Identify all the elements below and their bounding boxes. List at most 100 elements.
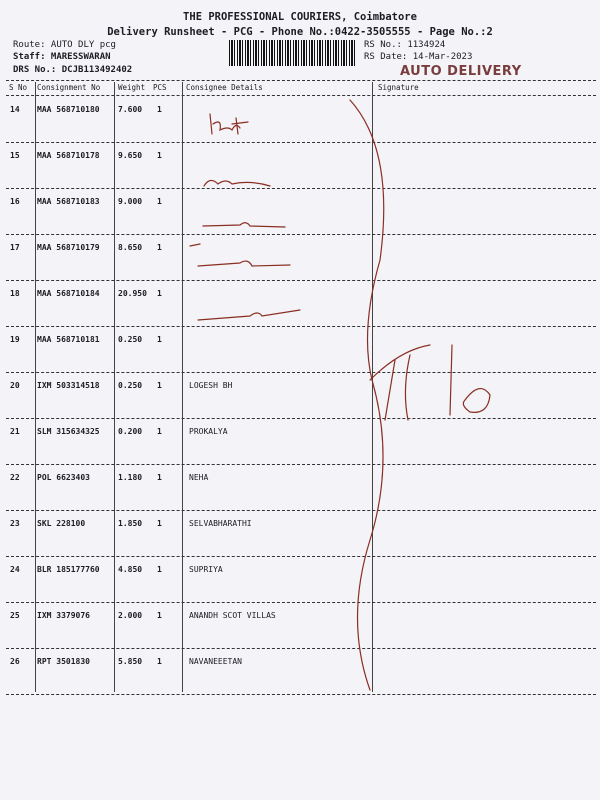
weight-cell: 20.950 — [118, 289, 147, 298]
divider — [6, 80, 596, 81]
pcs-cell: 1 — [157, 473, 162, 482]
col-pcs: PCS — [153, 83, 167, 92]
row-divider — [6, 234, 596, 235]
row-divider — [6, 280, 596, 281]
pcs-cell: 1 — [157, 519, 162, 528]
pcs-cell: 1 — [157, 197, 162, 206]
row-divider — [6, 464, 596, 465]
weight-cell: 9.000 — [118, 197, 143, 206]
company-title: THE PROFESSIONAL COURIERS, Coimbatore — [183, 11, 417, 23]
consignee-cell: PROKALYA — [189, 427, 228, 436]
table-row: 17 MAA 568710179 8.650 1 — [0, 235, 600, 281]
table-row: 14 MAA 568710180 7.600 1 — [0, 97, 600, 143]
column-line — [35, 82, 36, 692]
consignment-cell: MAA 568710181 — [37, 335, 100, 344]
row-divider — [6, 510, 596, 511]
table-row: 19 MAA 568710181 0.250 1 — [0, 327, 600, 373]
row-divider — [6, 648, 596, 649]
pcs-cell: 1 — [157, 335, 162, 344]
weight-cell: 1.180 — [118, 473, 143, 482]
col-signature: Signature — [378, 83, 419, 92]
consignee-cell: ANANDH SCOT VILLAS — [189, 611, 276, 620]
consignment-cell: MAA 568710178 — [37, 151, 100, 160]
consignment-cell: IXM 3379076 — [37, 611, 90, 620]
signature-row-17 — [189, 243, 291, 267]
pcs-cell: 1 — [157, 565, 162, 574]
consignment-cell: MAA 568710184 — [37, 289, 100, 298]
weight-cell: 9.650 — [118, 151, 143, 160]
sno-cell: 26 — [10, 657, 20, 666]
consignment-cell: MAA 568710179 — [37, 243, 100, 252]
table-row: 20 IXM 503314518 0.250 1 LOGESH BH — [0, 373, 600, 419]
table-row: 23 SKL 228100 1.850 1 SELVABHARATHI — [0, 511, 600, 557]
sno-cell: 19 — [10, 335, 20, 344]
col-weight: Weight — [118, 83, 146, 92]
consignee-cell: SUPRIYA — [189, 565, 223, 574]
row-divider — [6, 188, 596, 189]
col-consignment: Consignment No — [37, 83, 101, 92]
column-line — [372, 82, 373, 692]
weight-cell: 0.250 — [118, 335, 143, 344]
runsheet-subtitle: Delivery Runsheet - PCG - Phone No.:0422… — [107, 26, 493, 38]
weight-cell: 7.600 — [118, 105, 143, 114]
pcs-cell: 1 — [157, 151, 162, 160]
pcs-cell: 1 — [157, 657, 162, 666]
consignment-cell: POL 6623403 — [37, 473, 90, 482]
table-row: 22 POL 6623403 1.180 1 NEHA — [0, 465, 600, 511]
table-row: 16 MAA 568710183 9.000 1 — [0, 189, 600, 235]
weight-cell: 1.850 — [118, 519, 143, 528]
weight-cell: 8.650 — [118, 243, 143, 252]
staff: Staff: MARESSWARAN — [13, 52, 111, 62]
table-row: 15 MAA 568710178 9.650 1 — [0, 143, 600, 189]
consignment-cell: SKL 228100 — [37, 519, 86, 528]
signature-main-stroke — [349, 99, 385, 691]
sno-cell: 16 — [10, 197, 20, 206]
sno-cell: 23 — [10, 519, 20, 528]
signature-row-15 — [203, 179, 271, 187]
consignee-cell: NAVANEEETAN — [189, 657, 242, 666]
divider — [6, 95, 596, 96]
sno-cell: 17 — [10, 243, 20, 252]
sno-cell: 15 — [10, 151, 20, 160]
pcs-cell: 1 — [157, 289, 162, 298]
signature-row-16 — [202, 222, 286, 228]
consignee-cell: LOGESH BH — [189, 381, 233, 390]
column-line — [182, 82, 183, 692]
consignment-cell: IXM 503314518 — [37, 381, 100, 390]
row-divider — [6, 418, 596, 419]
table-row: 25 IXM 3379076 2.000 1 ANANDH SCOT VILLAS — [0, 603, 600, 649]
signature-row-18 — [197, 309, 301, 321]
signature-tlo — [369, 344, 491, 421]
col-sno: S No — [9, 83, 28, 92]
consignment-cell: MAA 568710180 — [37, 105, 100, 114]
sno-cell: 14 — [10, 105, 20, 114]
pcs-cell: 1 — [157, 611, 162, 620]
consignment-cell: MAA 568710183 — [37, 197, 100, 206]
signature-row-14 — [209, 113, 249, 135]
barcode — [229, 40, 355, 66]
table-row: 21 SLM 315634325 0.200 1 PROKALYA — [0, 419, 600, 465]
weight-cell: 0.200 — [118, 427, 143, 436]
sno-cell: 18 — [10, 289, 20, 298]
row-divider — [6, 142, 596, 143]
weight-cell: 4.850 — [118, 565, 143, 574]
rs-date: RS Date: 14-Mar-2023 — [364, 52, 473, 62]
weight-cell: 0.250 — [118, 381, 143, 390]
row-divider — [6, 326, 596, 327]
drs-number: DRS No.: DCJB113492402 — [13, 65, 133, 75]
pcs-cell: 1 — [157, 381, 162, 390]
row-divider — [6, 556, 596, 557]
rs-number: RS No.: 1134924 — [364, 40, 446, 50]
col-consignee: Consignee Details — [186, 83, 263, 92]
consignment-cell: RPT 3501830 — [37, 657, 90, 666]
pcs-cell: 1 — [157, 243, 162, 252]
weight-cell: 5.850 — [118, 657, 143, 666]
sno-cell: 21 — [10, 427, 20, 436]
row-divider — [6, 372, 596, 373]
route: Route: AUTO DLY pcg — [13, 40, 116, 50]
row-divider — [6, 602, 596, 603]
weight-cell: 2.000 — [118, 611, 143, 620]
sno-cell: 24 — [10, 565, 20, 574]
sno-cell: 25 — [10, 611, 20, 620]
